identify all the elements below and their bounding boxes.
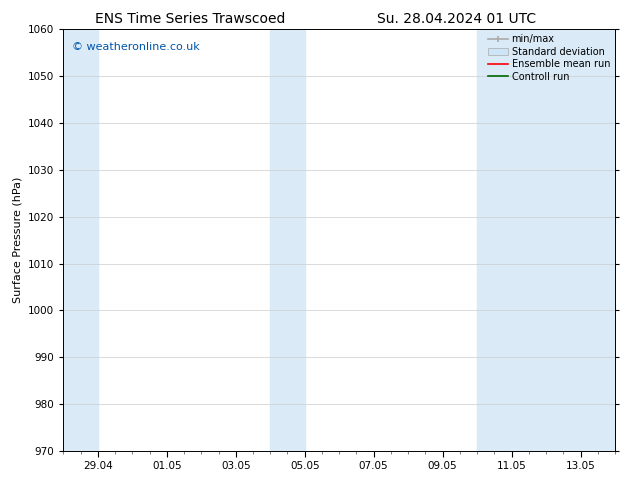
Bar xyxy=(270,29,305,451)
Bar xyxy=(63,29,98,451)
Text: © weatheronline.co.uk: © weatheronline.co.uk xyxy=(72,42,200,52)
Text: ENS Time Series Trawscoed: ENS Time Series Trawscoed xyxy=(95,12,285,26)
Text: Su. 28.04.2024 01 UTC: Su. 28.04.2024 01 UTC xyxy=(377,12,536,26)
Bar xyxy=(477,29,615,451)
Legend: min/max, Standard deviation, Ensemble mean run, Controll run: min/max, Standard deviation, Ensemble me… xyxy=(486,32,612,83)
Y-axis label: Surface Pressure (hPa): Surface Pressure (hPa) xyxy=(13,177,23,303)
